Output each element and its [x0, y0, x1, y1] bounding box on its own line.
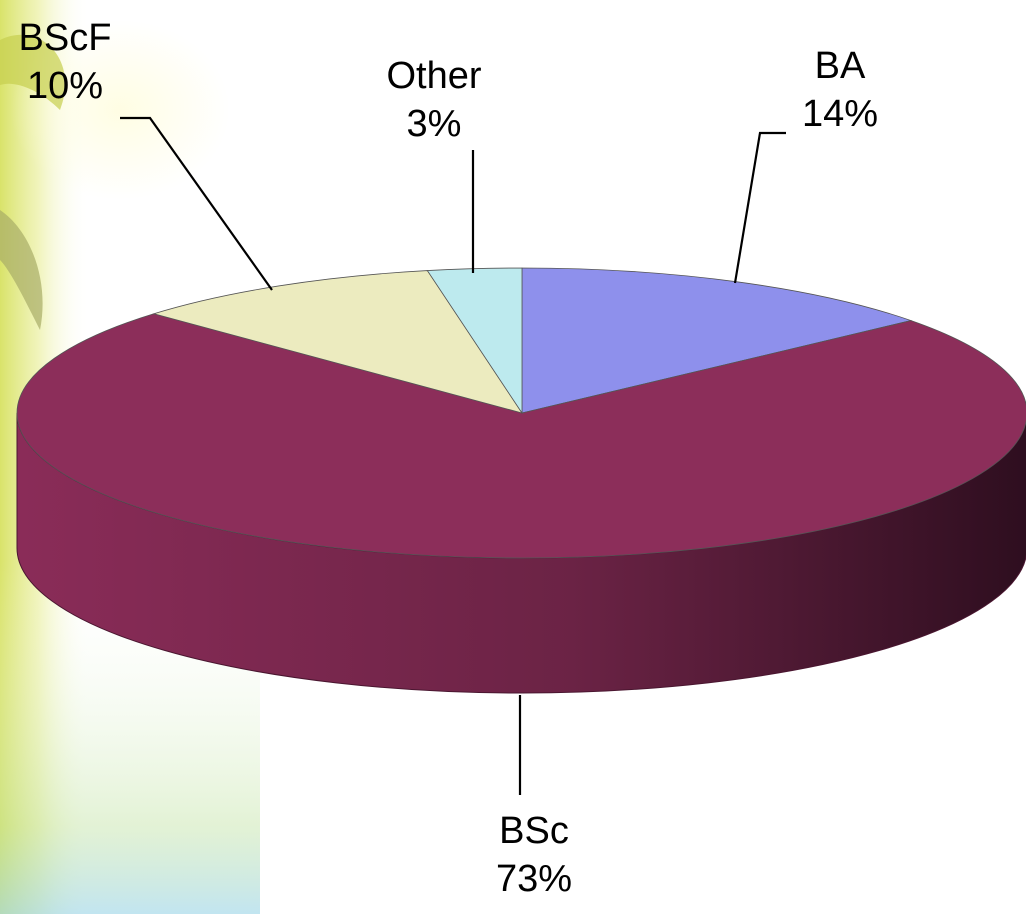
- slice-labels: BA 14% BSc 73% BScF 10% Other 3%: [19, 17, 878, 900]
- label-percent-bsc: 73%: [496, 858, 572, 900]
- label-percent-bscf: 10%: [27, 65, 103, 107]
- pie-slices: [16, 267, 1026, 559]
- slice-bscf: [152, 270, 523, 414]
- slice-ba: [521, 267, 913, 414]
- slice-other: [426, 267, 523, 415]
- label-name-bsc: BSc: [499, 810, 569, 852]
- label-name-bscf: BScF: [19, 17, 112, 59]
- slice-bsc: [16, 313, 1026, 559]
- label-name-ba: BA: [815, 45, 866, 87]
- label-percent-ba: 14%: [802, 93, 878, 135]
- leader-lines: [120, 116, 786, 795]
- leader-ba: [733, 131, 786, 284]
- leader-bscf: [120, 116, 273, 291]
- label-percent-other: 3%: [407, 103, 462, 145]
- label-name-other: Other: [386, 55, 481, 97]
